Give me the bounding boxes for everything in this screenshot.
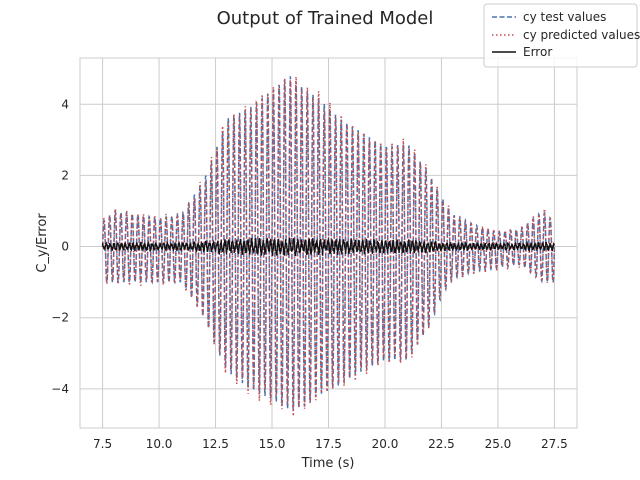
x-tick-label: 27.5 <box>541 437 568 451</box>
x-tick-label: 25.0 <box>485 437 512 451</box>
x-tick-labels: 7.5 10.0 12.5 15.0 17.5 20.0 22.5 25.0 27.5 <box>93 437 568 451</box>
legend-label-predicted: cy predicted values <box>523 28 640 42</box>
chart-title: Output of Trained Model <box>217 8 434 29</box>
y-tick-label: 4 <box>61 97 69 111</box>
series-layer <box>101 76 556 417</box>
x-tick-label: 15.0 <box>259 437 286 451</box>
legend-box <box>483 3 638 68</box>
y-tick-label: 0 <box>61 240 69 254</box>
x-tick-label: 20.0 <box>372 437 399 451</box>
y-tick-label: −4 <box>51 382 69 396</box>
y-tick-label: 2 <box>61 168 69 182</box>
series-line-error <box>101 237 555 257</box>
x-tick-label: 22.5 <box>428 437 455 451</box>
y-tick-labels: −4 −2 0 2 4 <box>51 97 69 396</box>
y-tick-label: −2 <box>51 311 69 325</box>
x-tick-label: 10.0 <box>146 437 173 451</box>
legend-label-error: Error <box>523 45 552 59</box>
x-tick-label: 12.5 <box>202 437 229 451</box>
x-tick-label: 17.5 <box>315 437 342 451</box>
y-axis-label: C_y/Error <box>35 213 50 273</box>
x-axis-label: Time (s) <box>301 456 355 471</box>
series-line-cy-test-values <box>101 76 556 410</box>
legend-label-test: cy test values <box>523 10 606 24</box>
x-tick-label: 7.5 <box>93 437 112 451</box>
legend: cy test values cy predicted values Error <box>483 3 640 68</box>
